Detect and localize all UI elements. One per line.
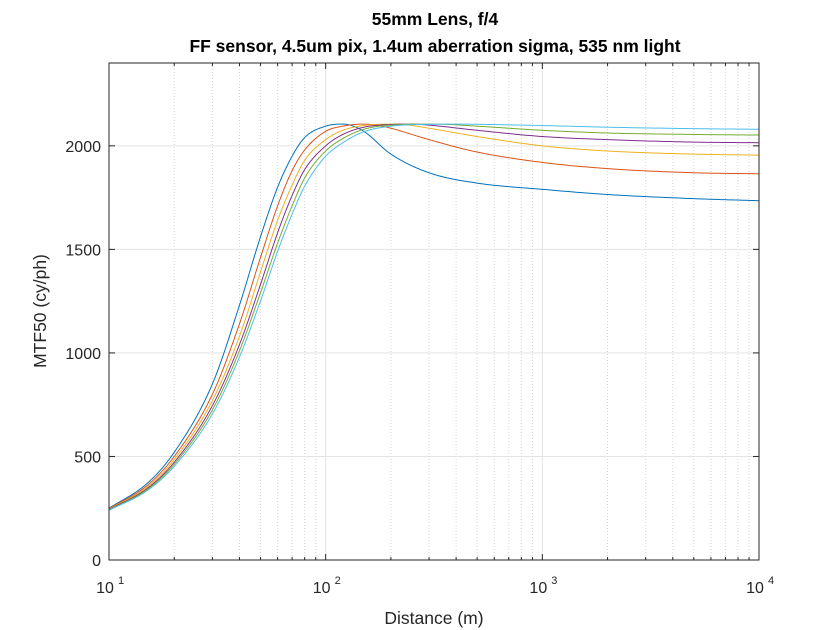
series-line-4 bbox=[108, 123, 760, 510]
plot-area bbox=[109, 63, 759, 560]
y-tick-label: 500 bbox=[74, 449, 101, 466]
x-tick-label: 10 bbox=[313, 580, 331, 597]
x-axis-label: Distance (m) bbox=[384, 608, 483, 628]
x-tick-labels: 10 1 10 2 10 3 10 4 bbox=[96, 575, 774, 597]
x-tick-exponent: 1 bbox=[118, 575, 124, 587]
series-line-6 bbox=[108, 123, 760, 511]
series-line-2 bbox=[108, 123, 760, 510]
axis-ticks bbox=[108, 63, 760, 561]
x-tick-label: 10 bbox=[529, 580, 547, 597]
y-tick-labels: 0 500 1000 1500 2000 bbox=[65, 139, 101, 570]
y-tick-label: 1000 bbox=[65, 346, 101, 363]
y-tick-label: 2000 bbox=[65, 139, 101, 156]
x-tick-label: 10 bbox=[746, 580, 764, 597]
y-tick-label: 0 bbox=[92, 553, 101, 570]
series-line-1 bbox=[108, 123, 760, 509]
y-tick-label: 1500 bbox=[65, 242, 101, 259]
y-axis-label: MTF50 (cy/ph) bbox=[30, 254, 50, 368]
series-line-3 bbox=[108, 123, 760, 510]
series-line-5 bbox=[108, 123, 760, 511]
x-tick-label: 10 bbox=[96, 580, 114, 597]
x-tick-exponent: 3 bbox=[551, 575, 557, 587]
series-lines bbox=[108, 123, 760, 511]
plot-frame bbox=[108, 62, 760, 561]
x-tick-exponent: 4 bbox=[768, 575, 774, 587]
x-tick-exponent: 2 bbox=[335, 575, 341, 587]
chart-title: 55mm Lens, f/4 bbox=[372, 9, 499, 29]
chart-subtitle: FF sensor, 4.5um pix, 1.4um aberration s… bbox=[189, 36, 680, 56]
